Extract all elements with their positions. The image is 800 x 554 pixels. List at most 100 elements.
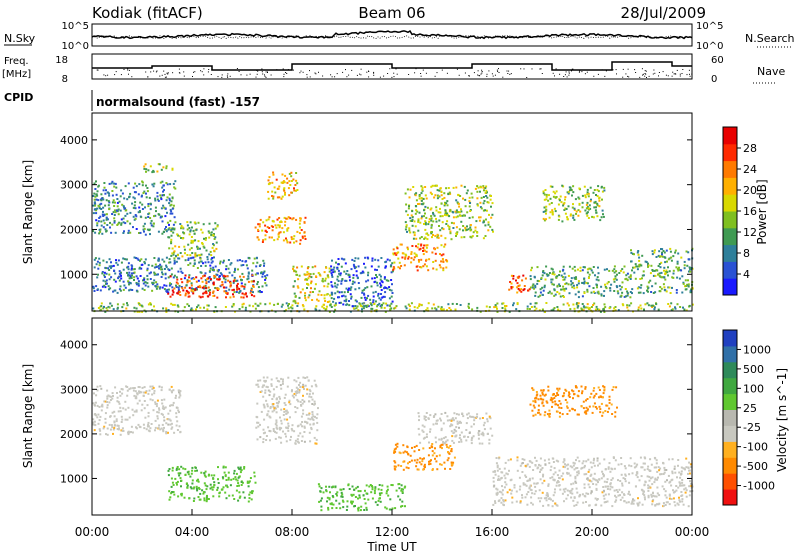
nsky-tick-bottom: 10^0 bbox=[62, 41, 89, 52]
data-cell bbox=[420, 197, 423, 199]
data-cell bbox=[430, 232, 433, 235]
nave-point bbox=[502, 76, 504, 78]
data-cell bbox=[526, 307, 529, 310]
data-cell bbox=[112, 428, 115, 431]
data-cell bbox=[525, 484, 528, 487]
data-cell bbox=[422, 468, 425, 471]
data-cell bbox=[240, 264, 243, 267]
data-cell bbox=[214, 287, 217, 289]
data-cell bbox=[352, 307, 355, 310]
data-cell bbox=[491, 202, 494, 205]
data-cell bbox=[198, 284, 201, 287]
data-cell bbox=[410, 261, 413, 264]
data-cell bbox=[451, 302, 454, 305]
data-cell bbox=[303, 425, 306, 428]
data-cell bbox=[601, 491, 604, 494]
data-cell bbox=[158, 258, 160, 261]
data-cell bbox=[106, 309, 109, 312]
data-cell bbox=[198, 295, 201, 298]
data-cell bbox=[440, 427, 443, 430]
data-cell bbox=[102, 226, 105, 229]
data-cell bbox=[347, 289, 350, 291]
data-cell bbox=[571, 466, 574, 469]
data-cell bbox=[125, 385, 128, 388]
data-cell bbox=[169, 282, 171, 285]
data-cell bbox=[679, 482, 682, 485]
data-cell bbox=[217, 269, 220, 271]
data-cell bbox=[197, 480, 200, 483]
data-cell bbox=[209, 264, 212, 267]
data-cell bbox=[238, 484, 240, 487]
data-cell bbox=[595, 407, 598, 410]
data-cell bbox=[643, 308, 645, 311]
data-cell bbox=[659, 290, 662, 293]
data-cell bbox=[386, 258, 389, 261]
data-cell bbox=[126, 418, 129, 421]
data-cell bbox=[564, 388, 567, 391]
data-cell bbox=[508, 469, 510, 472]
data-cell bbox=[600, 216, 603, 219]
data-cell bbox=[204, 272, 207, 275]
data-cell bbox=[257, 228, 259, 231]
data-cell bbox=[154, 214, 157, 217]
data-cell bbox=[167, 291, 170, 294]
data-cell bbox=[417, 219, 420, 222]
data-cell bbox=[666, 271, 669, 274]
data-cell bbox=[209, 483, 212, 486]
data-cell bbox=[529, 278, 532, 281]
data-cell bbox=[529, 275, 532, 278]
data-cell bbox=[203, 274, 206, 277]
data-cell bbox=[336, 494, 338, 497]
data-cell bbox=[424, 221, 427, 224]
nave-point bbox=[486, 75, 488, 77]
nave-point bbox=[464, 72, 466, 74]
data-cell bbox=[440, 437, 443, 440]
data-cell bbox=[262, 239, 265, 242]
data-cell bbox=[426, 244, 429, 247]
data-cell bbox=[573, 307, 576, 310]
data-cell bbox=[264, 229, 267, 232]
data-cell bbox=[416, 306, 419, 309]
data-cell bbox=[593, 302, 596, 305]
data-cell bbox=[574, 385, 577, 388]
nsky-label: N.Sky bbox=[4, 32, 36, 45]
data-cell bbox=[582, 400, 585, 403]
data-cell bbox=[166, 288, 169, 291]
data-cell bbox=[255, 257, 258, 260]
data-cell bbox=[520, 290, 523, 293]
data-cell bbox=[210, 233, 213, 236]
data-cell bbox=[380, 284, 382, 287]
data-cell bbox=[648, 469, 651, 472]
data-cell bbox=[275, 426, 278, 429]
data-cell bbox=[142, 279, 144, 282]
data-cell bbox=[308, 294, 311, 297]
data-cell bbox=[487, 201, 490, 204]
data-cell bbox=[280, 422, 283, 425]
data-cell bbox=[171, 289, 174, 292]
data-cell bbox=[424, 416, 427, 418]
data-cell bbox=[212, 243, 215, 245]
data-cell bbox=[420, 463, 423, 466]
data-cell bbox=[143, 400, 146, 402]
data-cell bbox=[202, 292, 205, 295]
nave-point bbox=[105, 75, 107, 77]
data-cell bbox=[170, 242, 173, 245]
data-cell bbox=[363, 288, 366, 291]
data-cell bbox=[427, 454, 430, 457]
data-cell bbox=[678, 277, 681, 280]
data-cell bbox=[680, 466, 683, 469]
data-cell bbox=[563, 201, 566, 204]
data-cell bbox=[293, 393, 296, 395]
data-cell bbox=[584, 209, 587, 212]
nave-point bbox=[103, 74, 105, 76]
data-cell bbox=[236, 284, 238, 287]
data-cell bbox=[371, 486, 374, 489]
data-cell bbox=[118, 270, 121, 273]
data-cell bbox=[232, 304, 235, 307]
data-cell bbox=[217, 278, 220, 281]
data-cell bbox=[112, 308, 115, 311]
data-cell bbox=[584, 387, 587, 390]
nave-point bbox=[441, 69, 443, 71]
data-cell bbox=[121, 429, 124, 432]
